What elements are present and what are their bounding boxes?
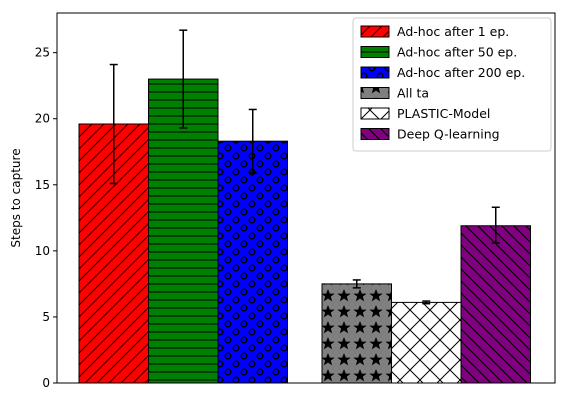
legend-entry: All ta: [397, 86, 429, 101]
y-axis-label: Steps to capture: [9, 148, 23, 247]
y-tick-label: 5: [42, 310, 50, 324]
y-axis: 0 5 10 15 20 25: [35, 46, 57, 390]
legend-entry: Ad-hoc after 200 ep.: [397, 65, 525, 80]
legend-entry: PLASTIC-Model: [397, 106, 490, 121]
bar: [321, 283, 392, 384]
plot-area: [56, 12, 556, 384]
y-tick-label: 10: [35, 244, 50, 258]
bars-group: [78, 78, 531, 384]
y-tick-label: 25: [35, 46, 50, 60]
legend-swatch: [360, 46, 390, 58]
legend-swatch: [360, 87, 390, 99]
bar: [391, 301, 462, 384]
legend-swatch: [360, 25, 390, 38]
legend-swatch: [360, 128, 390, 140]
legend-entry: Deep Q-learning: [397, 127, 500, 142]
y-tick-label: 15: [35, 178, 50, 192]
bar: [460, 225, 531, 384]
errorbars-group: [109, 29, 500, 305]
legend: Ad-hoc after 1 ep. Ad-hoc after 50 ep. Ad-…: [352, 17, 552, 152]
legend-swatch: [360, 66, 390, 79]
y-tick-label: 0: [42, 376, 50, 390]
y-tick-label: 20: [35, 112, 50, 126]
legend-swatch: [360, 107, 390, 120]
bar: [217, 140, 288, 384]
legend-box: [352, 17, 552, 152]
legend-entry: Ad-hoc after 50 ep.: [397, 45, 517, 60]
legend-entry: Ad-hoc after 1 ep.: [397, 24, 509, 39]
